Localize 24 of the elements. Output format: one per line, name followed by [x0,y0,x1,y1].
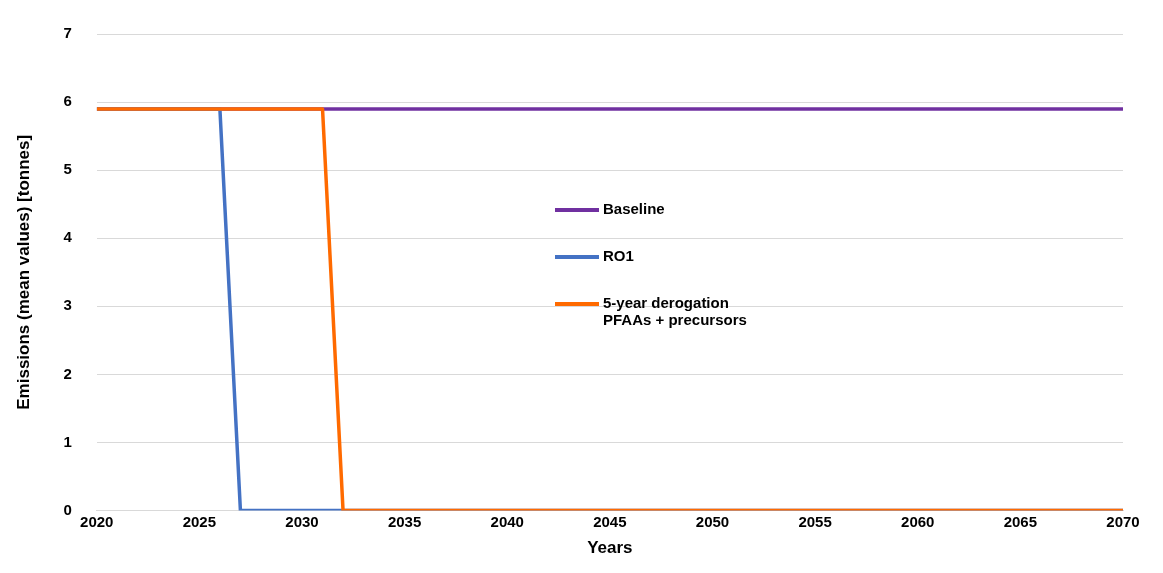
legend-label: RO1 [603,247,634,264]
x-tick-label: 2055 [798,512,832,530]
x-axis-title: Years [587,538,633,558]
legend-label: Baseline [603,200,665,217]
y-tick-label: 6 [63,92,72,110]
y-axis-title: Emissions (mean values) [tonnes] [13,134,33,410]
x-tick-label: 2050 [695,512,730,530]
y-tick-label: 1 [63,432,72,450]
x-tick-label: 2035 [387,512,422,530]
y-tick-label: 4 [63,228,73,246]
y-tick-label: 7 [63,24,72,42]
x-tick-label: 2065 [1003,512,1038,530]
y-tick-label: 0 [63,500,72,518]
x-tick-label: 2040 [490,512,524,530]
x-tick-label: 2045 [593,512,627,530]
legend-label: 5-year derogation PFAAs + precursors [603,294,748,328]
x-tick-label: 2070 [1106,512,1140,530]
x-tick-label: 2020 [80,512,114,530]
y-tick-label: 2 [63,364,72,382]
y-tick-label: 3 [63,296,72,314]
x-tick-label: 2030 [285,512,319,530]
x-tick-label: 2060 [901,512,935,530]
y-tick-label: 5 [63,160,72,178]
x-tick-label: 2025 [182,512,217,530]
